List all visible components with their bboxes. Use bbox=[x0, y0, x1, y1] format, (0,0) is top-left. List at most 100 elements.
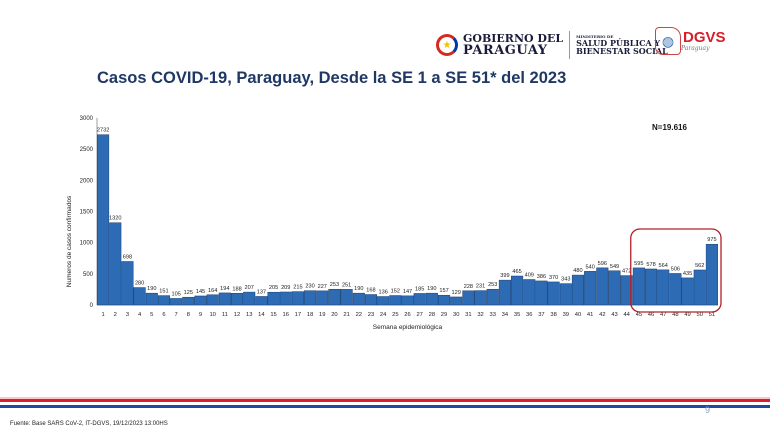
x-tick-label: 21 bbox=[343, 312, 349, 318]
x-tick-label: 46 bbox=[648, 312, 654, 318]
bar bbox=[425, 292, 438, 306]
data-label: 549 bbox=[610, 264, 619, 270]
bar bbox=[279, 291, 292, 306]
data-label: 370 bbox=[549, 275, 558, 281]
bar bbox=[194, 295, 207, 306]
data-label: 136 bbox=[378, 290, 387, 296]
data-label: 975 bbox=[707, 237, 716, 243]
x-tick-label: 41 bbox=[587, 312, 593, 318]
x-tick-label: 37 bbox=[538, 312, 544, 318]
x-axis-label: Semana epidemiológica bbox=[373, 324, 443, 331]
y-tick-label: 1000 bbox=[80, 241, 94, 247]
bar bbox=[255, 296, 268, 306]
x-tick-label: 51 bbox=[709, 312, 715, 318]
bar bbox=[206, 294, 219, 306]
data-label: 506 bbox=[671, 266, 680, 272]
data-label: 147 bbox=[403, 289, 412, 295]
x-tick-label: 26 bbox=[404, 312, 410, 318]
highlight-box bbox=[630, 228, 722, 313]
x-tick-label: 36 bbox=[526, 312, 532, 318]
data-label: 253 bbox=[330, 282, 339, 288]
data-label: 168 bbox=[366, 288, 375, 294]
data-label: 227 bbox=[318, 284, 327, 290]
data-label: 228 bbox=[464, 284, 473, 290]
data-label: 280 bbox=[135, 281, 144, 287]
x-tick-label: 22 bbox=[356, 312, 362, 318]
data-label: 595 bbox=[634, 261, 643, 267]
data-label: 205 bbox=[269, 285, 278, 291]
bar bbox=[401, 295, 414, 306]
data-label: 215 bbox=[293, 285, 302, 291]
ministerio-logo: MINISTERIO DE SALUD PÚBLICA Y BIENESTAR … bbox=[576, 33, 668, 57]
x-tick-label: 30 bbox=[453, 312, 459, 318]
bar bbox=[145, 292, 158, 306]
data-label: 137 bbox=[257, 289, 266, 295]
bar bbox=[559, 283, 572, 306]
bar bbox=[304, 290, 317, 306]
bar bbox=[523, 279, 536, 306]
bar bbox=[316, 290, 329, 306]
x-tick-label: 39 bbox=[563, 312, 569, 318]
data-label: 343 bbox=[561, 277, 570, 283]
bar bbox=[547, 281, 560, 306]
data-label: 105 bbox=[171, 291, 180, 297]
y-tick-label: 500 bbox=[83, 272, 94, 278]
bar bbox=[669, 273, 682, 306]
x-tick-label: 3 bbox=[126, 312, 129, 318]
bar bbox=[681, 277, 694, 306]
x-tick-label: 34 bbox=[502, 312, 509, 318]
bar bbox=[486, 288, 499, 306]
bar bbox=[109, 222, 122, 306]
bar bbox=[511, 275, 524, 306]
data-label: 231 bbox=[476, 284, 485, 290]
data-label: 190 bbox=[147, 286, 156, 292]
x-tick-label: 45 bbox=[636, 312, 642, 318]
x-tick-label: 49 bbox=[684, 312, 690, 318]
bar bbox=[584, 271, 597, 306]
source-note: Fuente: Base SARS CoV-2, IT-DGVS, 19/12/… bbox=[10, 421, 168, 427]
x-tick-label: 38 bbox=[550, 312, 556, 318]
x-tick-label: 40 bbox=[575, 312, 581, 318]
bar bbox=[608, 270, 621, 306]
data-label: 190 bbox=[354, 286, 363, 292]
bar bbox=[644, 268, 658, 306]
bar bbox=[182, 296, 195, 306]
gobierno-line1: GOBIERNO DEL bbox=[463, 32, 564, 45]
bar bbox=[498, 279, 511, 306]
x-tick-label: 23 bbox=[368, 312, 374, 318]
data-label: 1320 bbox=[109, 216, 121, 222]
bar bbox=[218, 292, 231, 306]
chart-title: Casos COVID-19, Paraguay, Desde la SE 1 … bbox=[97, 69, 567, 87]
bar bbox=[632, 267, 645, 306]
bar bbox=[364, 294, 378, 306]
x-tick-label: 44 bbox=[623, 312, 630, 318]
stripe-red bbox=[0, 399, 770, 402]
data-label: 152 bbox=[391, 289, 400, 295]
x-tick-label: 17 bbox=[295, 312, 301, 318]
bar bbox=[389, 295, 402, 306]
ministerio-line1: SALUD PÚBLICA Y bbox=[576, 37, 661, 48]
y-tick-label: 3000 bbox=[80, 116, 94, 122]
data-label: 151 bbox=[159, 289, 168, 295]
gobierno-logo: ★ GOBIERNO DEL PARAGUAY MINISTERIO DE SA… bbox=[436, 27, 668, 63]
x-tick-label: 10 bbox=[209, 312, 215, 318]
data-label: 564 bbox=[659, 263, 668, 269]
logo-divider bbox=[569, 31, 571, 59]
bar bbox=[97, 134, 110, 306]
x-tick-label: 47 bbox=[660, 312, 666, 318]
data-label: 253 bbox=[488, 282, 497, 288]
data-label: 190 bbox=[427, 286, 436, 292]
data-label: 125 bbox=[184, 290, 193, 296]
ministerio-line2: BIENESTAR SOCIAL bbox=[576, 46, 668, 57]
bar bbox=[474, 290, 487, 306]
data-label: 164 bbox=[208, 288, 217, 294]
ministerio-small: MINISTERIO DE bbox=[576, 33, 614, 39]
bar bbox=[352, 292, 365, 306]
x-tick-label: 48 bbox=[672, 312, 678, 318]
bar bbox=[413, 293, 426, 306]
data-label: 698 bbox=[123, 254, 132, 260]
x-tick-label: 12 bbox=[234, 312, 240, 318]
data-label: 129 bbox=[452, 290, 461, 296]
x-tick-label: 35 bbox=[514, 312, 520, 318]
